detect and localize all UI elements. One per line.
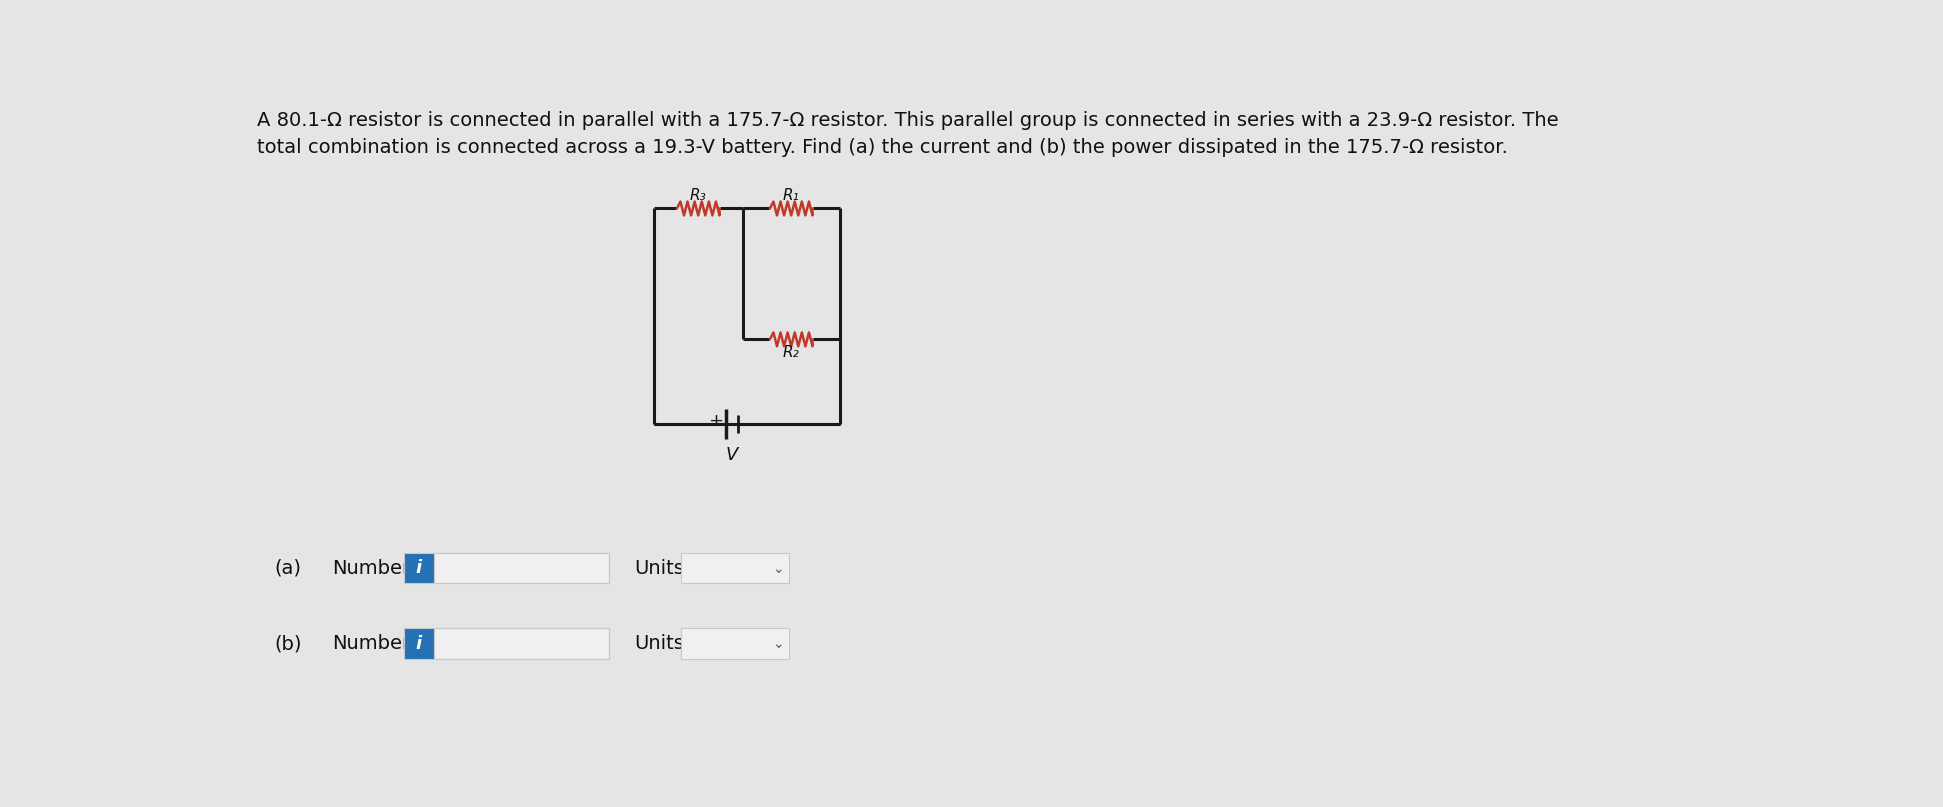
- Text: V: V: [725, 446, 738, 464]
- Bar: [433, 628, 610, 659]
- Bar: [680, 628, 789, 659]
- Bar: [433, 553, 610, 583]
- Text: R₂: R₂: [783, 345, 801, 360]
- Text: R₁: R₁: [783, 188, 801, 203]
- Bar: [404, 553, 433, 583]
- Bar: [680, 553, 789, 583]
- Text: i: i: [416, 559, 422, 577]
- Text: (b): (b): [274, 634, 301, 653]
- Text: Number: Number: [332, 558, 410, 578]
- Text: Units: Units: [633, 558, 684, 578]
- Text: ⌄: ⌄: [773, 638, 785, 651]
- Text: Units: Units: [633, 634, 684, 653]
- Bar: [404, 553, 610, 583]
- Text: R₃: R₃: [690, 188, 707, 203]
- Text: i: i: [416, 634, 422, 653]
- Text: (a): (a): [274, 558, 301, 578]
- Bar: [404, 628, 433, 659]
- Bar: [404, 628, 610, 659]
- Text: +: +: [707, 412, 723, 430]
- Text: ⌄: ⌄: [773, 562, 785, 576]
- Text: Number: Number: [332, 634, 410, 653]
- Text: A 80.1-Ω resistor is connected in parallel with a 175.7-Ω resistor. This paralle: A 80.1-Ω resistor is connected in parall…: [256, 111, 1558, 157]
